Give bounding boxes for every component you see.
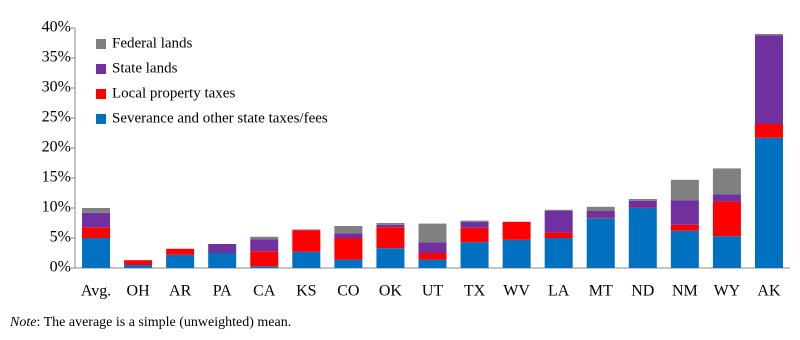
x-tick-label: NM: [672, 283, 698, 300]
y-tick-label: 15%: [42, 169, 71, 186]
bar-segment: [460, 220, 489, 222]
bar-segment: [460, 242, 489, 268]
x-tick-label: UT: [422, 283, 444, 300]
bar-segment: [544, 232, 573, 238]
legend-label: Federal lands: [112, 35, 193, 51]
x-tick-label: KS: [296, 283, 316, 300]
bar-segment: [544, 238, 573, 268]
bar-segment: [418, 223, 447, 243]
bar-segment: [712, 236, 741, 268]
x-tick-label: ND: [631, 283, 654, 300]
legend-label: Severance and other state taxes/fees: [112, 110, 328, 126]
bar-segment: [376, 248, 405, 268]
y-tick-label: 25%: [42, 109, 71, 126]
legend-swatch: [96, 64, 106, 74]
bar-segment: [250, 236, 279, 240]
bar-segment: [292, 230, 321, 252]
note-text: : The average is a simple (unweighted) m…: [36, 315, 291, 330]
note-label: Note: [9, 315, 36, 330]
bar-segment: [670, 230, 699, 268]
bar-segment: [166, 248, 195, 255]
bar-segment: [544, 211, 573, 233]
bar-segment: [628, 199, 657, 201]
bar-segment: [166, 254, 195, 268]
bar-segment: [628, 200, 657, 208]
bar-segment: [124, 265, 153, 268]
bar-segment: [586, 206, 615, 211]
bar-segment: [250, 266, 279, 268]
bar-segment: [292, 229, 321, 231]
bar-segment: [418, 259, 447, 268]
bar-segment: [586, 211, 615, 218]
y-tick-label: 0%: [50, 259, 71, 276]
bar-segment: [502, 221, 531, 240]
bar-segment: [586, 218, 615, 268]
y-tick-label: 35%: [42, 49, 71, 66]
bar-segment: [670, 179, 699, 201]
x-tick-label: Avg.: [81, 283, 111, 300]
bar-segment: [460, 227, 489, 243]
x-tick-label: WY: [714, 283, 741, 300]
bar-segment: [460, 221, 489, 228]
bar-segment: [82, 212, 111, 228]
y-tick-label: 20%: [42, 139, 71, 156]
bar-segment: [334, 238, 363, 260]
x-tick-label: MT: [589, 283, 613, 300]
y-tick-label: 30%: [42, 79, 71, 96]
bar-segment: [208, 244, 237, 253]
bar-segment: [82, 227, 111, 238]
legend-swatch: [96, 39, 106, 49]
legend-label: State lands: [112, 60, 178, 76]
bar-segment: [754, 34, 783, 36]
bar-segment: [628, 208, 657, 268]
bar-segment: [82, 208, 111, 213]
y-tick-label: 10%: [42, 199, 71, 216]
x-tick-label: OH: [127, 283, 151, 300]
bar-segment: [292, 251, 321, 268]
legend-swatch: [96, 114, 106, 124]
bar-segment: [82, 238, 111, 268]
bar-segment: [586, 217, 615, 219]
x-tick-label: AK: [757, 283, 781, 300]
bar-segment: [670, 200, 699, 225]
bar-segment: [754, 124, 783, 138]
x-tick-label: TX: [464, 283, 486, 300]
bar-segment: [418, 242, 447, 253]
bar-segment: [628, 207, 657, 208]
bar-segment: [712, 194, 741, 202]
x-tick-label: CO: [337, 283, 359, 300]
x-tick-label: AR: [169, 283, 192, 300]
bar-segment: [334, 226, 363, 234]
x-tick-label: WV: [503, 283, 530, 300]
bar-segment: [670, 224, 699, 231]
bar-segment: [208, 253, 237, 268]
note: Note: The average is a simple (unweighte…: [9, 315, 291, 330]
bar-segment: [334, 233, 363, 238]
legend-swatch: [96, 89, 106, 99]
bar-segment: [124, 260, 153, 265]
bar-segment: [250, 239, 279, 252]
bar-segment: [754, 35, 783, 125]
bar-segment: [376, 227, 405, 249]
bar-segment: [544, 209, 573, 211]
y-tick-label: 40%: [42, 19, 71, 36]
bar-segment: [250, 251, 279, 267]
bar-segment: [376, 223, 405, 225]
y-tick-label: 5%: [50, 229, 71, 246]
x-tick-label: PA: [213, 283, 232, 300]
bar-segment: [502, 239, 531, 268]
x-tick-label: OK: [379, 283, 403, 300]
bar-segment: [376, 224, 405, 228]
bar-segment: [712, 201, 741, 237]
bar-segment: [418, 253, 447, 260]
bar-segment: [712, 168, 741, 195]
bar-segment: [754, 137, 783, 268]
legend-label: Local property taxes: [112, 85, 235, 101]
x-tick-label: CA: [253, 283, 276, 300]
bar-segment: [334, 259, 363, 268]
x-tick-label: LA: [548, 283, 570, 300]
